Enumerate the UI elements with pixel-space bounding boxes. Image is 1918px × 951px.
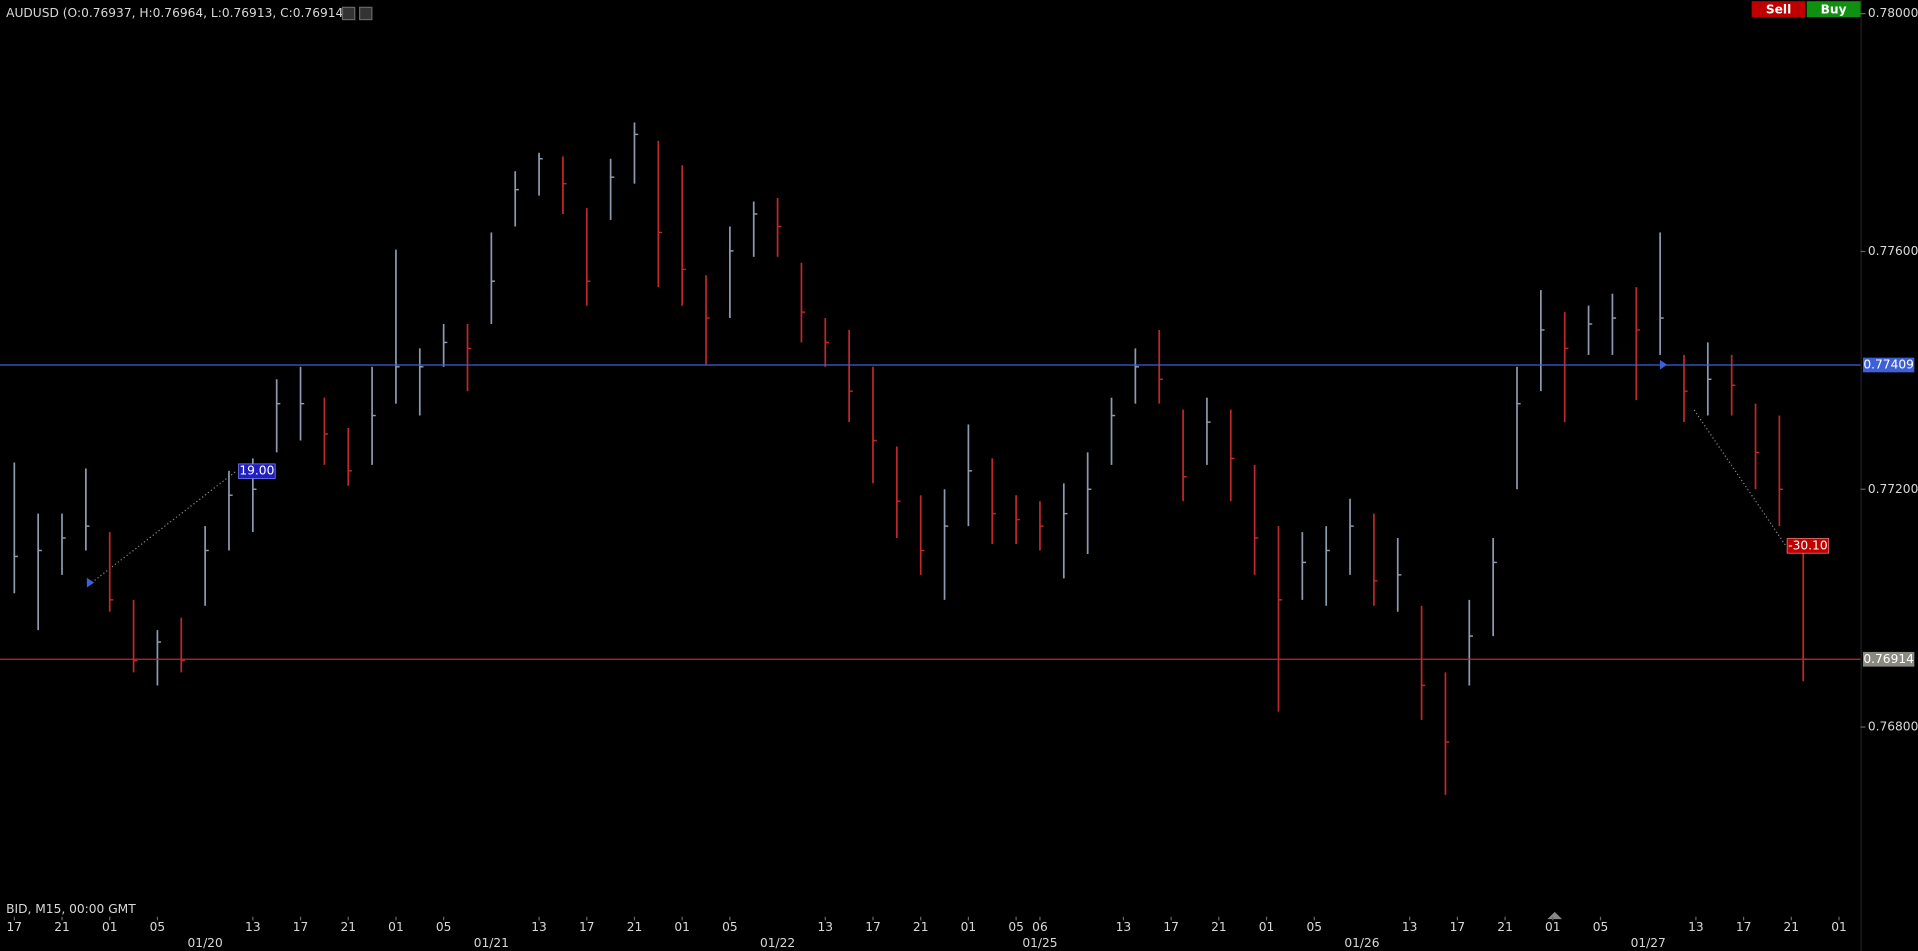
date-tick-label: 01/26 [1344,936,1379,950]
annotation: -30.10 [1788,538,1827,552]
x-tick-label: 01 [102,920,118,934]
x-tick-label: 05 [150,920,166,934]
x-tick-label: 13 [531,920,547,934]
x-tick-label: 17 [865,920,881,934]
x-tick-label: 13 [1116,920,1132,934]
chart-title: AUDUSD (O:0.76937, H:0.76964, L:0.76913,… [6,6,348,20]
x-tick-label: 21 [1784,920,1800,934]
x-tick-label: 13 [1688,920,1704,934]
close-icon[interactable] [359,6,373,21]
x-tick-label: 01 [1831,920,1847,934]
x-tick-label: 21 [54,920,70,934]
footer-info: BID, M15, 00:00 GMT [6,902,136,916]
x-tick-label: 01 [674,920,690,934]
y-tick-label: 0.77200 [1868,482,1918,496]
buy-button[interactable] [1806,1,1861,18]
sell-label[interactable]: Sell [1766,2,1791,16]
x-tick-label: 21 [1497,920,1513,934]
x-tick-label: 21 [1211,920,1227,934]
x-tick-label: 01 [388,920,404,934]
date-tick-label: 01/21 [474,936,509,950]
x-tick-label: 17 [1163,920,1179,934]
x-tick-label: 17 [293,920,309,934]
sell-button[interactable] [1751,1,1806,18]
date-tick-label: 01/20 [188,936,223,950]
settings-icon[interactable] [341,6,356,21]
x-tick-label: 13 [245,920,261,934]
x-tick-label: 13 [818,920,834,934]
date-tick-label: 01/25 [1022,936,1057,950]
x-tick-label: 05 [436,920,452,934]
x-tick-label: 01 [1259,920,1275,934]
x-tick-label: 17 [7,920,23,934]
x-tick-label: 13 [1402,920,1418,934]
trend-line [91,470,237,584]
price-label: 0.76914 [1863,652,1914,666]
price-label: 0.77409 [1863,358,1914,372]
buy-label[interactable]: Buy [1821,2,1847,16]
price-label-box [1862,357,1915,373]
annotation: 19.00 [239,464,274,478]
x-tick-label: 21 [340,920,356,934]
scroll-marker[interactable] [1547,911,1563,920]
x-tick-label: 01 [1545,920,1561,934]
x-tick-label: 17 [1736,920,1752,934]
x-tick-label: 01 [961,920,977,934]
date-tick-label: 01/27 [1631,936,1666,950]
price-label-box [1862,651,1915,667]
x-tick-label: 05 [1306,920,1322,934]
annotation-box [1786,538,1830,554]
x-tick-label: 05 [722,920,738,934]
annotation-box [238,463,276,479]
x-tick-label: 06 [1032,920,1048,934]
x-tick-label: 05 [1593,920,1609,934]
date-tick-label: 01/22 [760,936,795,950]
x-tick-label: 05 [1008,920,1024,934]
y-tick-label: 0.77600 [1868,244,1918,258]
x-tick-label: 21 [913,920,929,934]
x-tick-label: 17 [1450,920,1466,934]
x-tick-label: 17 [579,920,595,934]
order-marker [86,577,95,588]
y-tick-label: 0.76800 [1868,720,1918,734]
trend-line [1693,409,1787,547]
y-tick-label: 0.78000 [1868,6,1918,20]
x-tick-label: 21 [627,920,643,934]
